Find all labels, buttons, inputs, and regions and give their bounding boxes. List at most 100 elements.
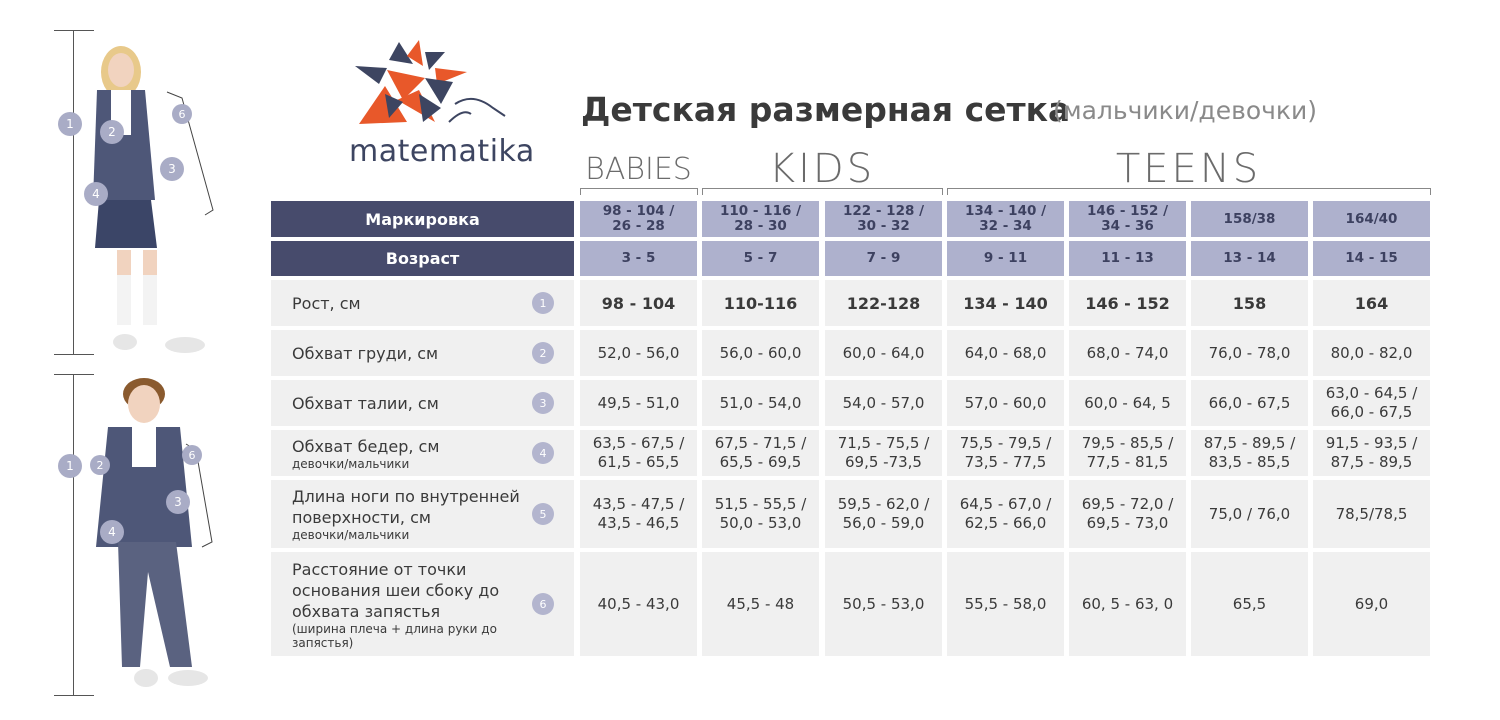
row-label-subtext: (ширина плеча + длина руки до запястья) [292,621,497,650]
age-cell: 13 - 14 [1191,241,1308,276]
measure-badge-6: 6 [182,445,202,465]
age-cell: 3 - 5 [580,241,697,276]
girl-figure-illustration [93,46,214,353]
height-scale-line [73,30,74,355]
measure-badge-6: 6 [172,104,192,124]
measure-badge-3: 3 [166,490,190,514]
measure-number-badge: 6 [532,593,554,615]
measure-badge-2: 2 [90,455,110,475]
row-label-text: Рост, см [292,293,361,313]
row-label-text: Обхват груди, см [292,343,439,363]
measure-number-badge: 4 [532,442,554,464]
height-scale-cap [54,374,94,375]
table-cell: 75,5 - 79,5 / 73,5 - 77,5 [947,430,1064,476]
row-label: Обхват бедер, см девочки/мальчики 4 [271,430,574,476]
age-cell: 5 - 7 [702,241,819,276]
age-cell: 11 - 13 [1069,241,1186,276]
measure-number-badge: 1 [532,292,554,314]
table-cell: 78,5/78,5 [1313,480,1430,548]
table-cell: 57,0 - 60,0 [947,380,1064,426]
table-cell: 43,5 - 47,5 / 43,5 - 46,5 [580,480,697,548]
group-bracket-teens [947,188,1431,195]
height-scale-line [73,374,74,696]
group-label-babies: BABIES [585,152,692,187]
measure-number-badge: 5 [532,503,554,525]
group-bracket-babies [580,188,698,195]
group-label-kids: KIDS [768,146,876,192]
measure-number-badge: 3 [532,392,554,414]
table-cell: 45,5 - 48 [702,552,819,656]
table-cell: 51,5 - 55,5 / 50,0 - 53,0 [702,480,819,548]
row-label-text: Обхват бедер, см [292,436,440,456]
table-cell: 80,0 - 82,0 [1313,330,1430,376]
table-cell: 63,0 - 64,5 / 66,0 - 67,5 [1313,380,1430,426]
measure-badge-2: 2 [100,120,124,144]
age-cell: 9 - 11 [947,241,1064,276]
row-label: Обхват талии, см 3 [271,380,574,426]
table-cell: 60,0 - 64,0 [825,330,942,376]
row-label: Обхват груди, см 2 [271,330,574,376]
brand-logo-mark [355,40,506,124]
table-cell: 64,5 - 67,0 / 62,5 - 66,0 [947,480,1064,548]
brand-name: matematika [349,134,535,169]
row-label-subtext: девочки/мальчики [292,528,410,542]
table-cell: 91,5 - 93,5 / 87,5 - 89,5 [1313,430,1430,476]
table-cell: 56,0 - 60,0 [702,330,819,376]
brand-logo: matematika [345,38,534,169]
group-bracket-kids [702,188,943,195]
boy-figure-illustration [96,378,213,687]
table-cell: 63,5 - 67,5 / 61,5 - 65,5 [580,430,697,476]
age-cell: 14 - 15 [1313,241,1430,276]
marking-cell: 164/40 [1313,201,1430,237]
marking-cell: 98 - 104 / 26 - 28 [580,201,697,237]
table-cell: 50,5 - 53,0 [825,552,942,656]
table-cell: 87,5 - 89,5 / 83,5 - 85,5 [1191,430,1308,476]
table-cell: 146 - 152 [1069,280,1186,326]
marking-cell: 110 - 116 / 28 - 30 [702,201,819,237]
table-cell: 79,5 - 85,5 / 77,5 - 81,5 [1069,430,1186,476]
table-cell: 51,0 - 54,0 [702,380,819,426]
measure-badge-1: 1 [58,454,82,478]
marking-cell: 158/38 [1191,201,1308,237]
table-cell: 55,5 - 58,0 [947,552,1064,656]
table-cell: 122-128 [825,280,942,326]
table-cell: 60, 5 - 63, 0 [1069,552,1186,656]
height-scale-cap [54,354,94,355]
table-cell: 60,0 - 64, 5 [1069,380,1186,426]
table-cell: 134 - 140 [947,280,1064,326]
table-cell: 65,5 [1191,552,1308,656]
measure-badge-3: 3 [160,157,184,181]
measure-badge-1: 1 [58,112,82,136]
marking-cell: 122 - 128 / 30 - 32 [825,201,942,237]
table-cell: 49,5 - 51,0 [580,380,697,426]
table-cell: 40,5 - 43,0 [580,552,697,656]
table-cell: 158 [1191,280,1308,326]
height-scale-cap [54,695,94,696]
marking-cell: 134 - 140 / 32 - 34 [947,201,1064,237]
table-cell: 59,5 - 62,0 / 56,0 - 59,0 [825,480,942,548]
group-label-teens: TEENS [1115,146,1262,192]
row-label-text: Длина ноги по внутренней поверхности, см [292,487,520,527]
row-label: Рост, см 1 [271,280,574,326]
row-label-text: Обхват талии, см [292,393,439,413]
measure-badge-4: 4 [84,182,108,206]
table-cell: 54,0 - 57,0 [825,380,942,426]
table-cell: 69,5 - 72,0 / 69,5 - 73,0 [1069,480,1186,548]
table-cell: 68,0 - 74,0 [1069,330,1186,376]
table-cell: 110-116 [702,280,819,326]
row-label: Длина ноги по внутренней поверхности, см… [271,480,574,548]
table-cell: 69,0 [1313,552,1430,656]
table-cell: 71,5 - 75,5 / 69,5 -73,5 [825,430,942,476]
row-label-subtext: девочки/мальчики [292,456,410,471]
table-cell: 67,5 - 71,5 / 65,5 - 69,5 [702,430,819,476]
age-cell: 7 - 9 [825,241,942,276]
table-cell: 76,0 - 78,0 [1191,330,1308,376]
measure-badge-4: 4 [100,520,124,544]
table-cell: 66,0 - 67,5 [1191,380,1308,426]
page-subtitle: (мальчики/девочки) [1053,96,1318,125]
measure-number-badge: 2 [532,342,554,364]
height-scale-cap [54,30,94,31]
marking-header: Маркировка [271,201,574,237]
table-cell: 64,0 - 68,0 [947,330,1064,376]
table-cell: 75,0 / 76,0 [1191,480,1308,548]
